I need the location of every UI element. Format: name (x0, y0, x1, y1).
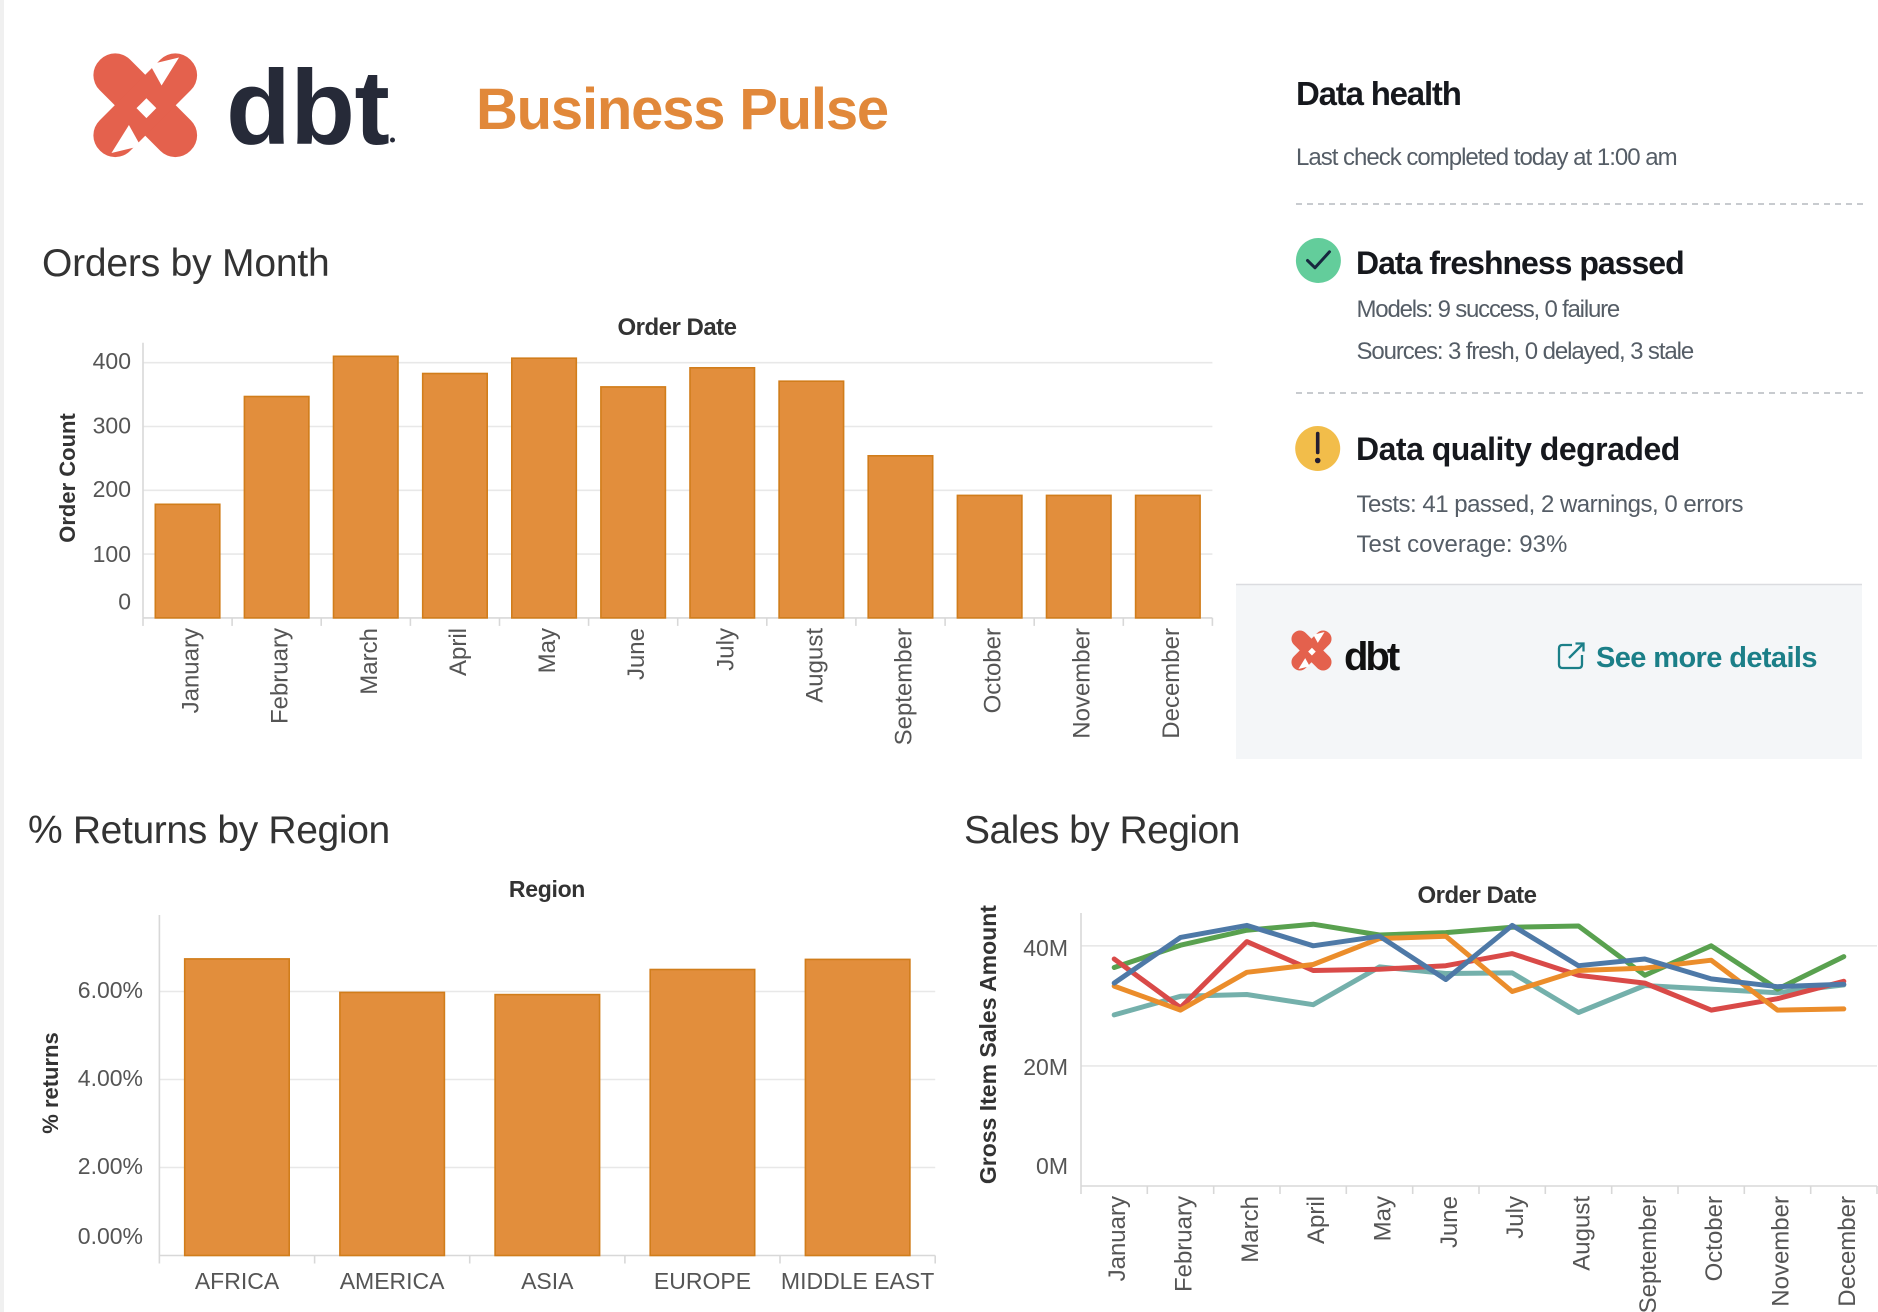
svg-text:Data quality degraded: Data quality degraded (1356, 431, 1680, 467)
svg-text:August: August (1569, 1196, 1596, 1271)
svg-text:Order Date: Order Date (1417, 882, 1536, 909)
svg-text:October: October (980, 628, 1007, 713)
svg-text:0: 0 (118, 589, 131, 615)
svg-text:Test coverage: 93%: Test coverage: 93% (1357, 531, 1568, 558)
svg-text:Business Pulse: Business Pulse (476, 77, 888, 142)
svg-text:300: 300 (93, 412, 131, 438)
svg-text:4.00%: 4.00% (78, 1065, 143, 1091)
svg-text:April: April (445, 628, 472, 676)
svg-text:Sources: 3 fresh, 0 delayed, 3: Sources: 3 fresh, 0 delayed, 3 stale (1357, 338, 1694, 365)
svg-text:February: February (267, 628, 294, 724)
svg-text:AMERICA: AMERICA (340, 1268, 445, 1294)
svg-text:Order Date: Order Date (617, 314, 736, 341)
svg-text:May: May (534, 628, 561, 673)
svg-text:Models: 9 success, 0 failure: Models: 9 success, 0 failure (1357, 296, 1620, 323)
svg-text:200: 200 (93, 476, 131, 502)
svg-text:June: June (623, 628, 650, 680)
svg-text:September: September (1635, 1196, 1662, 1312)
svg-text:January: January (1104, 1196, 1131, 1281)
svg-text:December: December (1834, 1196, 1861, 1307)
svg-text:Sales by Region: Sales by Region (964, 809, 1240, 852)
svg-text:See more details: See more details (1596, 642, 1817, 674)
svg-text:Orders by Month: Orders by Month (42, 242, 329, 285)
svg-text:% returns: % returns (38, 1032, 63, 1133)
svg-text:400: 400 (93, 348, 131, 374)
svg-text:EUROPE: EUROPE (654, 1268, 751, 1294)
svg-text:20M: 20M (1023, 1054, 1068, 1080)
svg-text:Data health: Data health (1296, 75, 1461, 112)
svg-text:dbt: dbt (1344, 635, 1400, 679)
svg-text:100: 100 (93, 541, 131, 567)
svg-text:September: September (891, 628, 918, 745)
svg-text:December: December (1158, 628, 1185, 739)
svg-text:ASIA: ASIA (521, 1268, 574, 1294)
svg-text:Last check completed today at: Last check completed today at 1:00 am (1296, 144, 1677, 171)
svg-text:0M: 0M (1036, 1153, 1068, 1179)
svg-text:November: November (1069, 628, 1096, 739)
svg-text:% Returns by Region: % Returns by Region (28, 809, 390, 852)
svg-text:2.00%: 2.00% (78, 1153, 143, 1179)
svg-text:Region: Region (509, 876, 585, 902)
svg-text:May: May (1370, 1196, 1397, 1241)
svg-text:July: July (1502, 1196, 1529, 1239)
svg-text:MIDDLE EAST: MIDDLE EAST (781, 1268, 934, 1294)
svg-text:March: March (356, 628, 383, 695)
svg-text:October: October (1701, 1196, 1728, 1281)
svg-text:June: June (1436, 1196, 1463, 1248)
svg-text:November: November (1768, 1196, 1795, 1307)
svg-text:January: January (178, 628, 205, 713)
svg-text:Data freshness passed: Data freshness passed (1356, 245, 1684, 281)
svg-text:August: August (801, 628, 828, 703)
svg-text:Order Count: Order Count (55, 413, 80, 543)
svg-text:0.00%: 0.00% (78, 1223, 143, 1249)
svg-text:March: March (1237, 1196, 1264, 1263)
svg-text:dbt: dbt (226, 49, 389, 167)
svg-text:40M: 40M (1023, 935, 1068, 961)
svg-text:AFRICA: AFRICA (195, 1268, 280, 1294)
svg-text:July: July (712, 628, 739, 671)
svg-text:April: April (1303, 1196, 1330, 1244)
svg-text:Gross Item Sales Amount: Gross Item Sales Amount (975, 905, 1001, 1184)
svg-text:February: February (1171, 1196, 1198, 1292)
svg-text:Tests: 41 passed, 2 warnings,: Tests: 41 passed, 2 warnings, 0 errors (1357, 491, 1744, 518)
svg-text:6.00%: 6.00% (78, 977, 143, 1003)
